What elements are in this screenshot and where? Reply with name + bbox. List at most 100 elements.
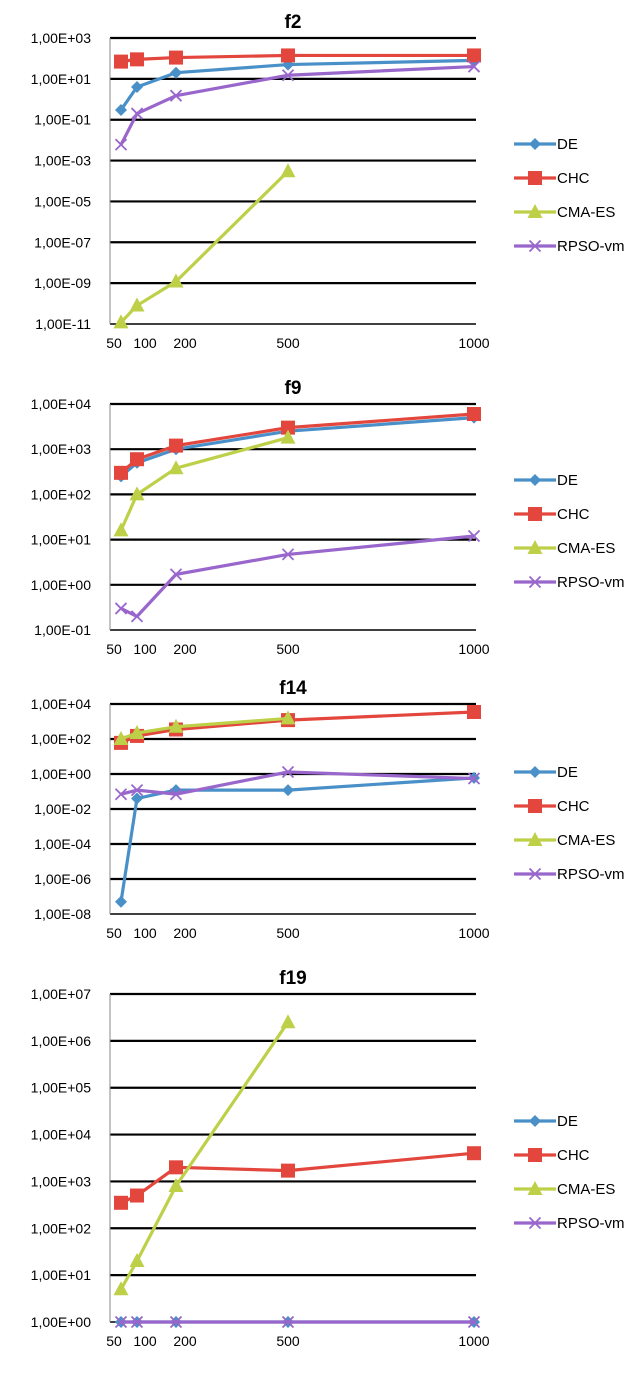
data-point-stroke-b (130, 107, 144, 120)
data-point (467, 1146, 481, 1161)
data-point (130, 107, 144, 120)
legend-label: DE (557, 764, 578, 781)
data-point (467, 529, 481, 543)
data-point-stroke-b (169, 89, 183, 102)
data-point (281, 548, 295, 561)
data-point-stroke-b (281, 548, 295, 561)
data-point (280, 710, 296, 725)
legend-marker-stroke-b (528, 575, 542, 589)
legend-entry: CHC (514, 1147, 590, 1164)
legend-entry: RPSO-vm (514, 574, 625, 591)
data-point (467, 1315, 481, 1329)
y-tick-label: 1,00E-11 (35, 316, 91, 332)
data-point-stroke-b (281, 765, 295, 779)
y-tick-label: 1,00E+02 (31, 1220, 92, 1236)
data-point-stroke-b (114, 788, 128, 801)
data-point (467, 48, 481, 63)
data-point (113, 314, 129, 329)
chart-title: f2 (285, 12, 302, 33)
data-point (169, 50, 183, 65)
data-point (168, 1177, 184, 1192)
x-tick-label: 200 (173, 335, 197, 351)
series-line (119, 436, 289, 532)
data-point (114, 602, 128, 615)
data-point (169, 1315, 183, 1329)
chart-f2: f2 1,00E+03 1,00E+01 1,00E-01 1,00E-03 1,00E-… (31, 12, 625, 351)
data-point (282, 784, 294, 797)
data-point (130, 610, 144, 623)
data-point (129, 725, 145, 740)
data-point (467, 60, 481, 73)
data-point (169, 438, 183, 453)
data-point (281, 1163, 295, 1178)
data-point (114, 1315, 128, 1329)
y-tick-label: 1,00E+00 (31, 1314, 92, 1330)
legend-marker (528, 171, 542, 185)
series-line (120, 716, 289, 741)
data-point (130, 452, 144, 467)
data-point (130, 52, 144, 67)
data-point (131, 792, 143, 805)
legend-marker-stroke-b (528, 239, 542, 253)
chart-f14: f14 1,00E+04 1,00E+02 1,00E+00 1,00E-02 1,00E… (31, 678, 625, 941)
x-tick-label: 1000 (458, 925, 489, 941)
legend-label: CMA-ES (557, 204, 615, 221)
legend-entry: CHC (514, 798, 590, 815)
y-tick-label: 1,00E+01 (31, 1267, 92, 1283)
y-tick-label: 1,00E+00 (31, 577, 92, 593)
legend-marker (529, 138, 541, 150)
x-tick-label: 500 (276, 925, 300, 941)
y-tick-label: 1,00E-03 (34, 153, 91, 169)
data-point (168, 273, 184, 288)
data-point (169, 1160, 183, 1175)
data-point (129, 297, 145, 312)
data-point (281, 48, 295, 63)
y-tick-label: 1,00E+06 (31, 1033, 92, 1049)
legend-label: CHC (557, 170, 590, 187)
x-tick-label: 200 (173, 1333, 197, 1349)
x-tick-label: 50 (106, 925, 122, 941)
data-point (130, 1315, 144, 1329)
legend-marker (527, 1181, 543, 1195)
y-tick-label: 1,00E+02 (31, 731, 92, 747)
data-point (281, 765, 295, 779)
legend-entry: DE (514, 1113, 578, 1130)
legend-marker (528, 867, 542, 881)
data-point (169, 568, 183, 581)
data-point (280, 1014, 296, 1029)
chart-title: f14 (279, 678, 307, 699)
data-point (114, 1195, 128, 1210)
data-point (113, 522, 129, 537)
legend-marker (527, 832, 543, 846)
chart-f9: f9 1,00E+04 1,00E+03 1,00E+02 1,00E+01 1,00E+… (31, 378, 625, 657)
y-tick-label: 1,00E+04 (31, 1127, 92, 1143)
legend-label: CMA-ES (557, 832, 615, 849)
legend-label: RPSO-vm (557, 574, 625, 591)
legend-entry: CMA-ES (514, 1181, 615, 1198)
y-tick-label: 1,00E+05 (31, 1080, 92, 1096)
x-tick-label: 50 (106, 641, 122, 657)
y-tick-label: 1,00E+07 (31, 986, 92, 1002)
legend-entry: CMA-ES (514, 204, 615, 221)
legend-entry: RPSO-vm (514, 1215, 625, 1232)
legend-marker (528, 799, 542, 813)
y-tick-label: 1,00E-02 (34, 801, 91, 817)
data-point-stroke-b (130, 1315, 144, 1329)
legend-label: CMA-ES (557, 1181, 615, 1198)
x-tick-label: 100 (133, 925, 157, 941)
data-point (114, 138, 128, 151)
data-point (169, 788, 183, 801)
data-point-stroke-b (467, 529, 481, 543)
legend-marker (529, 1115, 541, 1127)
legend-marker (527, 540, 543, 554)
legend-label: CHC (557, 798, 590, 815)
data-point (115, 103, 127, 116)
chart-title: f19 (279, 968, 306, 989)
data-point-stroke-b (130, 610, 144, 623)
x-tick-label: 1000 (458, 1333, 489, 1349)
data-point-stroke-b (281, 69, 295, 82)
legend-entry: CHC (514, 170, 590, 187)
legend-label: CMA-ES (557, 540, 615, 557)
legend-marker-stroke-b (528, 867, 542, 881)
